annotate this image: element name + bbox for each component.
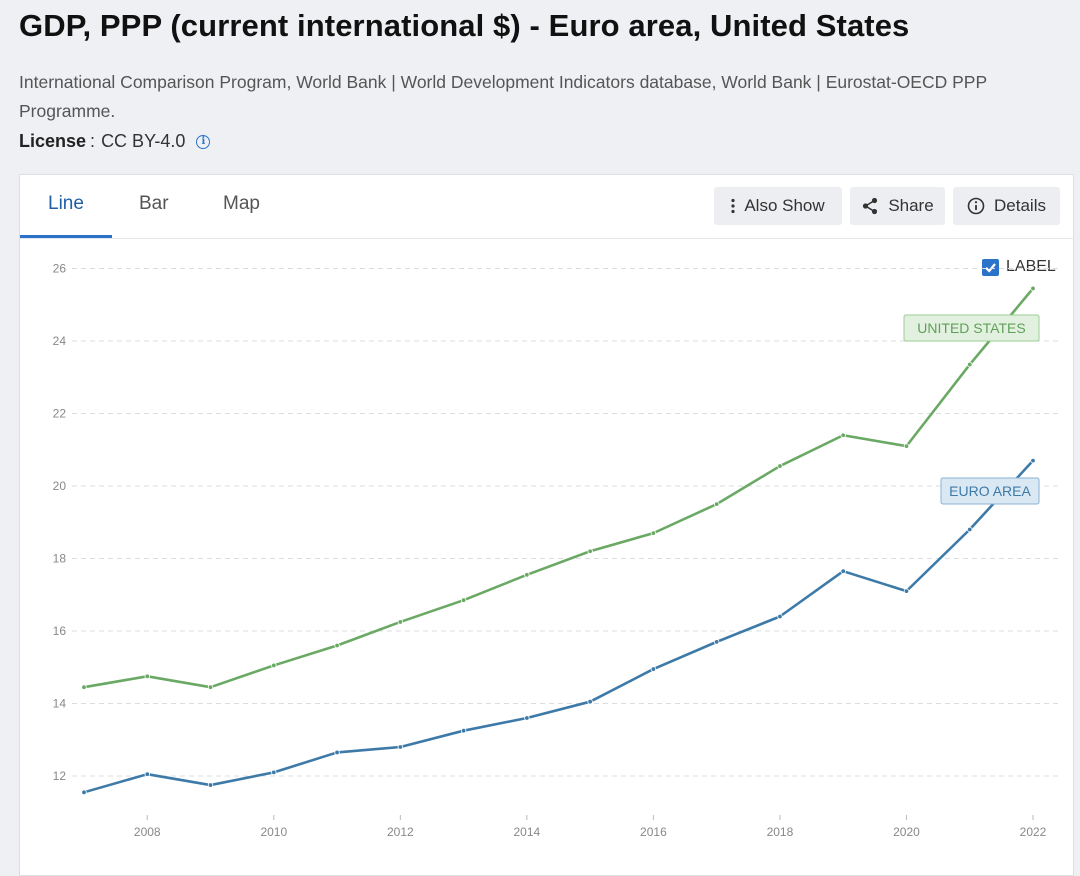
x-tick-label: 2010 [260, 825, 287, 839]
y-tick-label: 12 [53, 769, 67, 783]
details-button[interactable]: Details [953, 187, 1060, 225]
x-tick-label: 2008 [134, 825, 161, 839]
data-point [777, 613, 783, 620]
license-row: License : CC BY-4.0 i [19, 131, 211, 152]
chart-tabs: Line Bar Map Also Show Share [20, 175, 1073, 239]
y-tick-label: 18 [53, 552, 67, 566]
info-icon[interactable]: i [196, 134, 211, 149]
data-point [713, 501, 720, 507]
series-label-text: UNITED STATES [917, 320, 1025, 336]
more-vertical-icon [731, 198, 735, 214]
check-icon [985, 262, 996, 273]
data-point [334, 642, 340, 649]
data-point [397, 619, 404, 625]
series-label: UNITED STATES [903, 314, 1040, 342]
x-tick-label: 2016 [640, 825, 667, 839]
data-point [144, 673, 150, 680]
series-label: EURO AREA [940, 477, 1040, 505]
tab-bar[interactable]: Bar [139, 193, 169, 214]
data-point [587, 698, 593, 705]
series-line [83, 459, 1034, 794]
series-label-box [940, 477, 1040, 505]
x-tick-label: 2018 [767, 825, 794, 839]
x-tick-label: 2014 [514, 825, 541, 839]
series-united-states [81, 285, 1036, 690]
label-checkbox[interactable] [982, 258, 999, 276]
series-line [83, 287, 1034, 689]
series-label-box [903, 314, 1040, 342]
y-tick-label: 14 [53, 697, 67, 711]
y-tick-label: 24 [53, 334, 67, 348]
data-point [650, 530, 657, 536]
details-label: Details [994, 196, 1046, 215]
share-button[interactable]: Share [850, 187, 945, 225]
label-toggle[interactable]: LABEL [982, 258, 1056, 276]
tab-map[interactable]: Map [223, 193, 260, 214]
y-tick-label: 26 [53, 262, 67, 276]
license-value: CC BY-4.0 [101, 131, 186, 151]
data-point [207, 782, 214, 788]
page-title: GDP, PPP (current international $) - Eur… [19, 8, 910, 43]
data-point [903, 588, 910, 594]
y-tick-label: 20 [53, 479, 67, 493]
series-euro-area [81, 457, 1036, 796]
x-tick-label: 2012 [387, 825, 414, 839]
data-point [144, 771, 150, 777]
chart-panel: Line Bar Map Also Show Share [19, 174, 1074, 876]
data-point [207, 684, 214, 690]
data-point [524, 715, 530, 721]
x-tick-label: 2020 [893, 825, 920, 839]
y-tick-label: 22 [53, 407, 67, 421]
x-tick-label: 2022 [1020, 825, 1047, 839]
data-point [271, 662, 277, 669]
data-point [524, 572, 530, 578]
share-icon [861, 197, 879, 215]
data-point [840, 432, 846, 438]
data-point [967, 526, 973, 533]
info-circle-icon [967, 197, 985, 215]
label-toggle-text: LABEL [1006, 258, 1056, 275]
data-point [397, 744, 404, 750]
active-tab-indicator [20, 235, 112, 238]
series-label-text: EURO AREA [949, 483, 1031, 499]
data-point [81, 789, 87, 796]
data-point [81, 684, 87, 690]
source-text: International Comparison Program, World … [19, 72, 987, 121]
data-point [334, 749, 340, 756]
data-point [1030, 285, 1036, 292]
license-separator: : [90, 131, 96, 151]
data-point [271, 769, 277, 776]
data-point [777, 463, 783, 469]
data-point [840, 568, 846, 574]
data-point [713, 639, 720, 645]
also-show-label: Also Show [744, 196, 825, 215]
data-point [1030, 457, 1036, 464]
share-label: Share [888, 196, 934, 215]
data-point [587, 548, 593, 554]
data-point [903, 443, 910, 449]
data-point [967, 361, 973, 368]
license-label: License [19, 131, 87, 151]
also-show-button[interactable]: Also Show [714, 187, 842, 225]
data-point [650, 666, 657, 672]
y-tick-label: 16 [53, 624, 67, 638]
data-point [460, 727, 467, 734]
tab-line[interactable]: Line [48, 193, 84, 214]
data-point [460, 597, 467, 603]
